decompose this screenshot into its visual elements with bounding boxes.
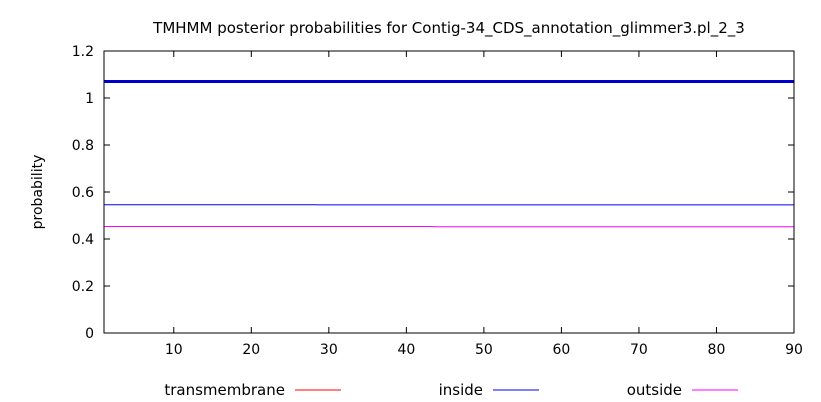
y-tick-label: 0.6 [72,185,94,201]
x-tick-label: 70 [630,342,648,358]
y-tick-label: 0 [85,326,94,342]
legend: transmembrane inside outside [164,381,738,399]
y-axis-label: probability [30,155,46,230]
plot-frame [103,50,795,334]
ticks-layer: 10 20 30 40 50 60 70 80 90 0 0.2 0.4 0.6 0.8 1 1.2 [72,44,803,358]
chart-title: TMHMM posterior probabilities for Contig… [152,19,745,38]
legend-label-transmembrane: transmembrane [164,381,285,399]
y-tick-label: 1.2 [72,44,94,60]
y-tick-label: 0.8 [72,138,94,154]
x-tick-label: 20 [242,342,260,358]
x-tick-label: 10 [165,342,183,358]
x-tick-label: 50 [475,342,493,358]
legend-label-inside: inside [439,381,483,399]
y-tick-label: 0.4 [72,232,94,248]
y-tick-label: 0.2 [72,279,94,295]
x-tick-label: 90 [785,342,803,358]
x-tick-label: 80 [708,342,726,358]
x-tick-label: 40 [397,342,415,358]
legend-label-outside: outside [627,381,682,399]
x-tick-label: 30 [320,342,338,358]
series-layer [104,80,794,334]
x-tick-label: 60 [553,342,571,358]
y-tick-label: 1 [85,91,94,107]
